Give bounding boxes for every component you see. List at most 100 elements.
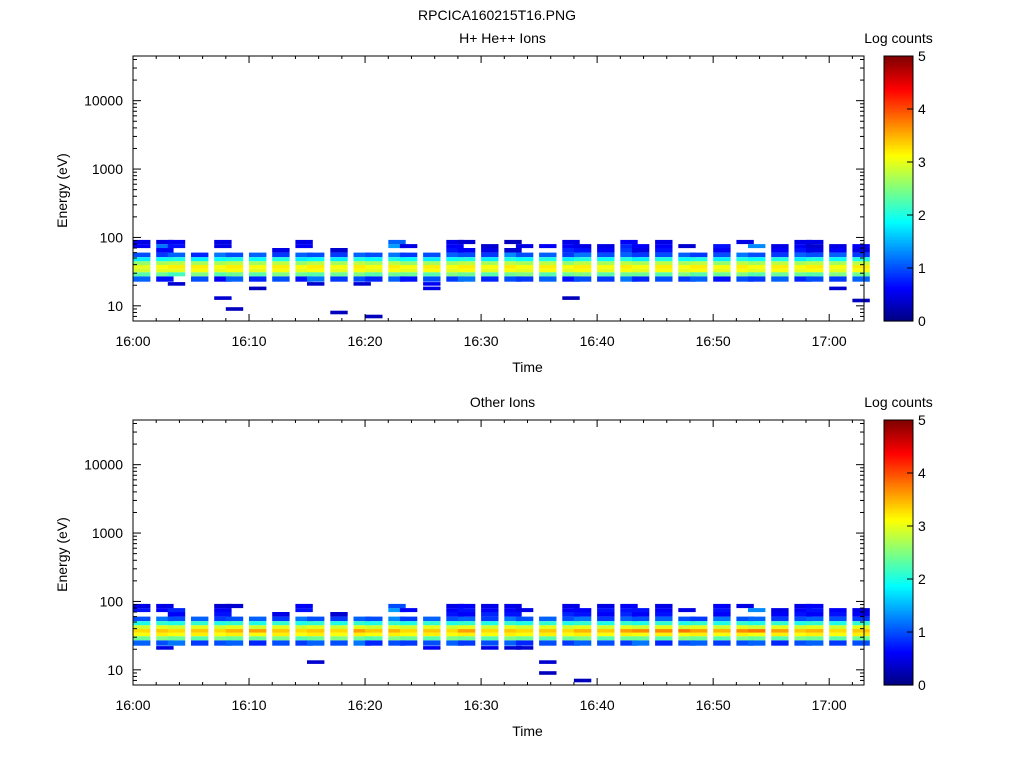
heatmap-cell bbox=[539, 261, 557, 266]
colorbar-segment bbox=[884, 318, 913, 322]
colorbar-segment bbox=[884, 124, 913, 128]
heatmap-cell bbox=[365, 616, 383, 622]
heatmap-cell bbox=[156, 272, 174, 277]
heatmap-cell bbox=[457, 261, 476, 266]
heatmap-cell bbox=[713, 612, 731, 617]
colorbar-segment bbox=[884, 590, 913, 593]
colorbar-segment bbox=[884, 197, 913, 201]
heatmap-cell bbox=[829, 286, 847, 291]
heatmap-cell bbox=[806, 239, 824, 245]
heatmap-cell bbox=[330, 636, 348, 641]
heatmap-cell bbox=[829, 261, 847, 266]
colorbar-segment bbox=[884, 131, 913, 134]
heatmap-cell bbox=[365, 268, 383, 273]
heatmap-cell bbox=[133, 621, 151, 626]
heatmap-cell bbox=[852, 252, 870, 258]
heatmap-cell bbox=[794, 265, 812, 269]
heatmap-cell bbox=[573, 625, 592, 630]
heatmap-cell bbox=[399, 640, 418, 646]
heatmap-cell bbox=[655, 625, 673, 630]
colorbar-segment bbox=[884, 437, 913, 441]
heatmap-cell bbox=[736, 616, 754, 622]
colorbar-segment bbox=[884, 86, 913, 90]
heatmap-cell bbox=[806, 621, 824, 626]
colorbar-segment bbox=[884, 455, 913, 459]
x-tick-label: 16:30 bbox=[464, 697, 499, 713]
heatmap-cell bbox=[365, 632, 383, 637]
heatmap-cell bbox=[655, 640, 673, 646]
colorbar-segment bbox=[884, 523, 913, 527]
heatmap-cell bbox=[806, 257, 824, 262]
heatmap-cell bbox=[249, 621, 267, 626]
colorbar-segment bbox=[884, 292, 913, 296]
colorbar-segment bbox=[884, 201, 913, 205]
plot-frame bbox=[132, 55, 865, 322]
heatmap-cell bbox=[365, 252, 383, 258]
heatmap-cell bbox=[457, 603, 476, 609]
colorbar-segment bbox=[884, 587, 913, 591]
heatmap-cell bbox=[446, 261, 464, 266]
heatmap-cell bbox=[167, 625, 186, 630]
colorbar-segment bbox=[884, 95, 913, 99]
colorbar-segment bbox=[884, 435, 913, 439]
x-tick-label: 16:20 bbox=[348, 697, 383, 713]
heatmap-cell bbox=[191, 636, 209, 641]
heatmap-cell bbox=[736, 239, 754, 245]
heatmap-cell bbox=[156, 646, 174, 650]
heatmap-cell bbox=[736, 640, 754, 646]
heatmap-cell bbox=[573, 636, 592, 641]
heatmap-cell bbox=[562, 268, 580, 273]
colorbar-segment bbox=[884, 510, 913, 514]
heatmap-cell bbox=[330, 612, 348, 617]
heatmap-cell bbox=[562, 239, 580, 245]
heatmap-cell bbox=[573, 678, 592, 683]
heatmap-cell bbox=[806, 612, 824, 617]
colorbar-segment bbox=[884, 559, 913, 562]
heatmap-cell bbox=[214, 616, 232, 622]
y-tick-label: 10000 bbox=[84, 457, 123, 473]
heatmap-cell bbox=[620, 603, 638, 609]
heatmap-cell bbox=[794, 276, 812, 282]
colorbar-segment bbox=[884, 104, 913, 108]
heatmap-cell bbox=[620, 248, 638, 253]
colorbar-segment bbox=[884, 133, 913, 137]
colorbar-segment bbox=[884, 468, 913, 472]
heatmap-cell bbox=[562, 272, 580, 277]
heatmap-cell bbox=[446, 603, 464, 609]
colorbar-segment bbox=[884, 618, 913, 622]
heatmap-cell bbox=[794, 640, 812, 646]
heatmap-cell bbox=[307, 261, 325, 266]
colorbar-segment bbox=[884, 565, 913, 569]
heatmap-cell bbox=[631, 257, 650, 262]
heatmap-cell bbox=[713, 625, 731, 630]
heatmap-cell bbox=[771, 252, 789, 258]
colorbar-segment bbox=[884, 301, 913, 304]
heatmap-cell bbox=[806, 629, 824, 633]
heatmap-cell bbox=[504, 621, 522, 626]
heatmap-cell bbox=[562, 616, 580, 622]
heatmap-cell bbox=[388, 616, 406, 622]
heatmap-cell bbox=[504, 640, 522, 646]
heatmap-cell bbox=[713, 629, 731, 633]
heatmap-cell bbox=[214, 244, 232, 249]
heatmap-cell bbox=[829, 625, 847, 630]
heatmap-cell bbox=[307, 640, 325, 646]
colorbar-segment bbox=[884, 614, 913, 618]
heatmap-cell bbox=[655, 265, 673, 269]
heatmap-cell bbox=[353, 640, 371, 646]
heatmap-cell bbox=[573, 616, 592, 622]
heatmap-cell bbox=[504, 257, 522, 262]
heatmap-cell bbox=[330, 625, 348, 630]
colorbar-segment bbox=[884, 303, 913, 307]
heatmap-cell bbox=[794, 608, 812, 613]
heatmap-cell bbox=[133, 603, 151, 609]
heatmap-cell bbox=[620, 632, 638, 637]
colorbar-segment bbox=[884, 294, 913, 298]
heatmap-cell bbox=[446, 272, 464, 277]
heatmap-cell bbox=[214, 603, 232, 609]
heatmap-cell bbox=[771, 244, 789, 249]
heatmap-cell bbox=[678, 244, 696, 249]
heatmap-cell bbox=[167, 265, 186, 269]
heatmap-cell bbox=[794, 603, 812, 609]
heatmap-cell bbox=[655, 261, 673, 266]
